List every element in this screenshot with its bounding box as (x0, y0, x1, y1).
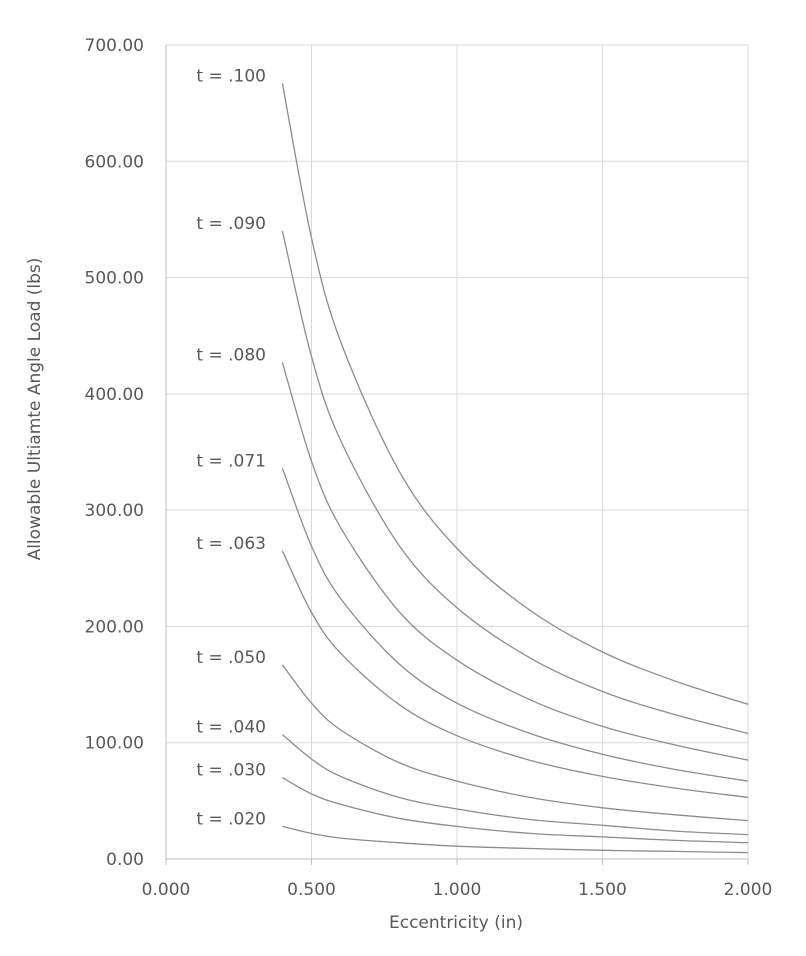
series-line (281, 468, 749, 782)
series-layer (281, 83, 749, 854)
series-line (281, 664, 749, 822)
x-axis-title: Eccentricity (in) (389, 913, 523, 933)
label-layer: 0.00 100.00 200.00 300.00 400.00 500.00 600.00… (85, 36, 773, 900)
series-label: t = .063 (196, 534, 266, 554)
y-tick-label: 500.00 (85, 269, 144, 289)
series-label: t = .020 (196, 809, 266, 829)
series-line (282, 777, 749, 844)
series-line (281, 362, 749, 761)
series-label: t = .050 (196, 648, 266, 668)
series-line (281, 734, 749, 836)
y-tick-label: 700.00 (85, 36, 144, 56)
series-line (281, 230, 749, 735)
series-label: t = .030 (196, 761, 266, 781)
series-label: t = .100 (196, 66, 266, 86)
x-tick-label: 0.500 (287, 880, 336, 900)
y-tick-label: 300.00 (85, 501, 144, 521)
x-tick-label: 1.000 (433, 880, 482, 900)
series-label: t = .080 (196, 345, 266, 365)
x-tick-label: 2.000 (724, 880, 773, 900)
series-line (281, 83, 749, 705)
y-tick-label: 600.00 (85, 152, 144, 172)
x-tick-label: 0.000 (142, 880, 191, 900)
series-line (281, 550, 749, 799)
series-line (282, 825, 749, 854)
series-label: t = .040 (196, 718, 266, 738)
y-axis-title: Allowable Ultiamte Angle Load (lbs) (25, 258, 45, 561)
x-tick-label: 1.500 (578, 880, 627, 900)
y-tick-label: 0.00 (106, 850, 144, 870)
y-tick-label: 400.00 (85, 385, 144, 405)
series-label: t = .090 (196, 214, 266, 234)
y-tick-label: 100.00 (85, 734, 144, 754)
y-tick-label: 200.00 (85, 617, 144, 637)
axis-layer (165, 45, 749, 865)
series-label: t = .071 (196, 451, 266, 471)
grid-layer (166, 44, 749, 859)
